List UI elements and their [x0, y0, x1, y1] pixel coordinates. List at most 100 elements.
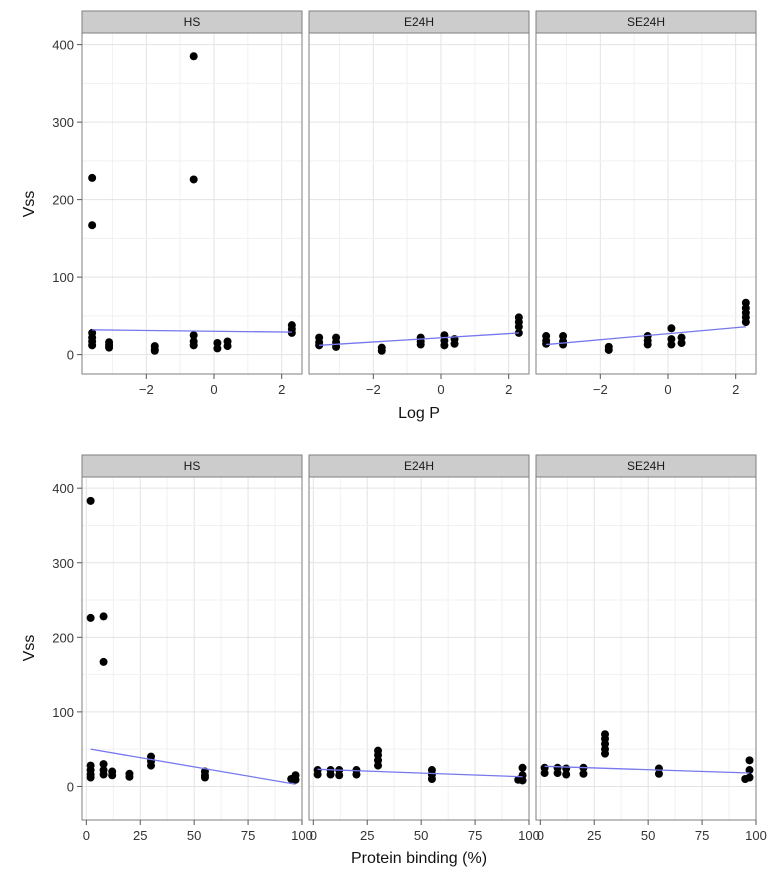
data-point: [427, 774, 436, 783]
gridlines: [536, 33, 756, 374]
data-point: [88, 221, 97, 230]
x-axis: −2 0 2: [366, 374, 512, 397]
data-point: [88, 173, 97, 182]
data-points: [313, 746, 527, 785]
data-point: [223, 342, 232, 351]
x-axis-title: Protein binding (%): [351, 850, 487, 867]
panel-se24h: SE24H −2 0 2: [535, 10, 757, 397]
data-point: [440, 341, 449, 350]
data-point: [559, 340, 568, 349]
x-tick-label: −2: [366, 382, 381, 397]
fit-line: [546, 326, 746, 346]
x-tick-label: 100: [745, 828, 767, 843]
data-point: [189, 175, 198, 184]
x-tick-label: 2: [278, 382, 285, 397]
data-point: [667, 340, 676, 349]
data-point: [150, 346, 159, 355]
data-point: [514, 322, 523, 331]
panel-e24h: E24H 0 25 50 75 100: [308, 454, 540, 843]
data-point: [542, 339, 551, 348]
y-tick-label: 300: [52, 115, 74, 130]
x-axis: −2 0 2: [139, 374, 285, 397]
x-tick-label: 0: [210, 382, 217, 397]
fit-line: [544, 765, 750, 774]
data-points: [540, 730, 754, 783]
data-point: [553, 769, 562, 778]
data-point: [352, 770, 361, 779]
data-point: [147, 761, 156, 770]
y-tick-label: 0: [67, 348, 74, 363]
panel-border: [81, 476, 303, 821]
data-point: [741, 318, 750, 327]
facet-label: HS: [184, 459, 201, 473]
x-tick-label: 50: [414, 828, 428, 843]
data-point: [189, 341, 198, 350]
chart-1: HS −2 0 2 0 100 200 300 400 E24H −2 0 2 SE24H −2 0 2 Log …: [21, 10, 757, 422]
data-point: [108, 771, 117, 780]
data-point: [99, 612, 108, 621]
data-point: [200, 773, 209, 782]
plot-background: [536, 33, 756, 374]
data-point: [213, 344, 222, 353]
data-point: [601, 749, 610, 758]
x-tick-label: 75: [695, 828, 709, 843]
x-tick-label: 2: [505, 382, 512, 397]
data-point: [377, 346, 386, 355]
y-tick-label: 300: [52, 556, 74, 571]
data-point: [654, 769, 663, 778]
y-axis-title: Vss: [21, 635, 38, 662]
x-axis-title: Log P: [398, 405, 440, 422]
data-point: [643, 340, 652, 349]
data-point: [745, 756, 754, 765]
data-point: [335, 771, 344, 780]
data-point: [374, 761, 383, 770]
y-axis: 0 100 200 300 400: [52, 481, 82, 794]
y-tick-label: 200: [52, 630, 74, 645]
data-point: [105, 343, 114, 352]
data-point: [313, 770, 322, 779]
data-point: [86, 773, 95, 782]
plot-background: [309, 477, 529, 820]
x-axis: 0 25 50 75 100: [83, 820, 313, 843]
x-tick-label: −2: [139, 382, 154, 397]
data-point: [326, 770, 335, 779]
facet-label: E24H: [404, 15, 434, 29]
x-tick-label: 2: [732, 382, 739, 397]
facet-label: HS: [184, 15, 201, 29]
data-point: [450, 339, 459, 348]
panel-border: [535, 476, 757, 821]
x-tick-label: 75: [468, 828, 482, 843]
y-tick-label: 100: [52, 705, 74, 720]
data-point: [540, 769, 549, 778]
data-points: [315, 313, 523, 355]
data-point: [99, 770, 108, 779]
fit-line: [90, 748, 296, 785]
data-point: [189, 52, 198, 61]
data-point: [677, 339, 686, 347]
x-tick-label: 0: [310, 828, 317, 843]
data-point: [189, 331, 198, 340]
data-point: [579, 769, 588, 778]
y-tick-label: 400: [52, 481, 74, 496]
data-point: [745, 766, 754, 775]
x-tick-label: 100: [291, 828, 313, 843]
x-tick-label: 25: [133, 828, 147, 843]
panel-hs: HS 0 25 50 75 100 0 100 200 300 400: [52, 454, 313, 843]
x-axis: 0 25 50 75 100: [310, 820, 540, 843]
data-points: [88, 52, 296, 355]
data-point: [86, 613, 95, 622]
facet-label: SE24H: [627, 459, 665, 473]
data-point: [99, 760, 108, 769]
data-points: [86, 496, 300, 784]
data-point: [562, 770, 571, 779]
plot-background: [82, 33, 302, 374]
x-tick-label: 25: [587, 828, 601, 843]
fit-line: [92, 329, 292, 333]
x-tick-label: 50: [641, 828, 655, 843]
y-axis: 0 100 200 300 400: [52, 38, 82, 363]
data-point: [518, 763, 527, 772]
data-point: [518, 776, 527, 785]
data-point: [416, 340, 425, 349]
x-tick-label: 0: [664, 382, 671, 397]
